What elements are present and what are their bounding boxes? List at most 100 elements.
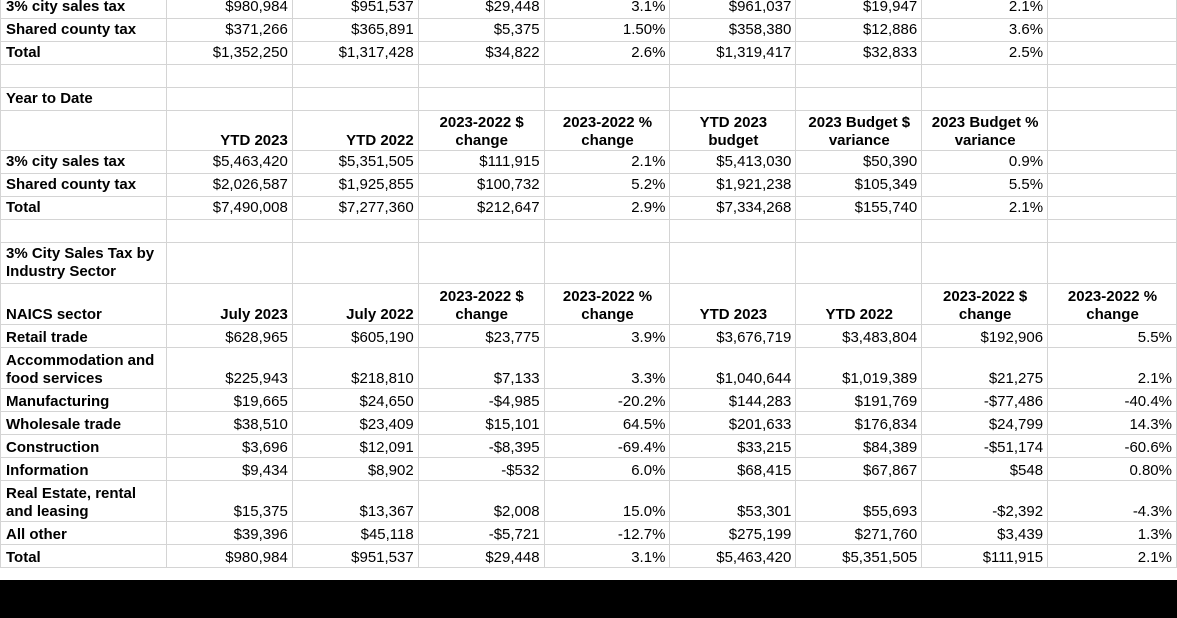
value-cell[interactable]: $15,101 — [417, 411, 545, 435]
value-cell[interactable]: 2.1% — [921, 196, 1049, 220]
value-cell[interactable]: $5,351,505 — [795, 544, 923, 568]
value-cell[interactable]: 2.5% — [921, 41, 1049, 65]
column-header[interactable]: 2023-2022 % change — [543, 283, 671, 325]
empty-cell[interactable] — [795, 242, 923, 284]
row-label[interactable]: Wholesale trade — [0, 411, 167, 435]
empty-cell[interactable] — [921, 64, 1049, 88]
value-cell[interactable]: $15,375 — [165, 480, 293, 522]
empty-cell[interactable] — [165, 242, 293, 284]
row-label[interactable]: All other — [0, 521, 167, 545]
value-cell[interactable]: 5.2% — [543, 173, 671, 197]
value-cell[interactable]: $12,091 — [291, 434, 419, 458]
value-cell[interactable]: $23,409 — [291, 411, 419, 435]
value-cell[interactable]: -4.3% — [1047, 480, 1177, 522]
value-cell[interactable]: $68,415 — [669, 457, 797, 481]
value-cell[interactable]: 5.5% — [921, 173, 1049, 197]
value-cell[interactable]: $38,510 — [165, 411, 293, 435]
empty-cell[interactable] — [1047, 242, 1177, 284]
value-cell[interactable]: 1.50% — [543, 18, 671, 42]
section-title[interactable]: Year to Date — [0, 87, 167, 111]
value-cell[interactable]: $12,886 — [795, 18, 923, 42]
column-header[interactable]: 2023-2022 % change — [543, 110, 671, 151]
value-cell[interactable]: $39,396 — [165, 521, 293, 545]
value-cell[interactable]: $21,275 — [921, 347, 1049, 389]
value-cell[interactable]: $192,906 — [921, 324, 1049, 348]
value-cell[interactable]: $7,133 — [417, 347, 545, 389]
value-cell[interactable]: -$8,395 — [417, 434, 545, 458]
empty-cell[interactable] — [0, 110, 167, 151]
value-cell[interactable]: $371,266 — [165, 18, 293, 42]
column-header[interactable]: YTD 2023 — [669, 283, 797, 325]
value-cell[interactable]: 0.9% — [921, 150, 1049, 174]
value-cell[interactable]: $1,019,389 — [795, 347, 923, 389]
value-cell[interactable]: $275,199 — [669, 521, 797, 545]
value-cell[interactable]: $67,867 — [795, 457, 923, 481]
empty-cell[interactable] — [291, 64, 419, 88]
value-cell[interactable]: $23,775 — [417, 324, 545, 348]
column-header[interactable]: NAICS sector — [0, 283, 167, 325]
value-cell[interactable]: $1,921,238 — [669, 173, 797, 197]
column-header[interactable]: YTD 2023 budget — [669, 110, 797, 151]
value-cell[interactable]: $961,037 — [669, 0, 797, 19]
value-cell[interactable]: 2.1% — [1047, 347, 1177, 389]
value-cell[interactable]: $1,040,644 — [669, 347, 797, 389]
value-cell[interactable]: $9,434 — [165, 457, 293, 481]
empty-cell[interactable] — [669, 242, 797, 284]
empty-cell[interactable] — [1047, 0, 1177, 19]
value-cell[interactable]: $365,891 — [291, 18, 419, 42]
row-label[interactable]: Retail trade — [0, 324, 167, 348]
column-header[interactable]: 2023-2022 $ change — [417, 283, 545, 325]
row-label[interactable]: Total — [0, 41, 167, 65]
column-header[interactable]: 2023 Budget % variance — [921, 110, 1049, 151]
empty-cell[interactable] — [1047, 150, 1177, 174]
value-cell[interactable]: $32,833 — [795, 41, 923, 65]
empty-cell[interactable] — [417, 87, 545, 111]
row-label[interactable]: Manufacturing — [0, 388, 167, 412]
empty-cell[interactable] — [669, 64, 797, 88]
empty-cell[interactable] — [921, 219, 1049, 243]
value-cell[interactable]: $50,390 — [795, 150, 923, 174]
value-cell[interactable]: $605,190 — [291, 324, 419, 348]
value-cell[interactable]: $100,732 — [417, 173, 545, 197]
empty-cell[interactable] — [291, 87, 419, 111]
value-cell[interactable]: $55,693 — [795, 480, 923, 522]
value-cell[interactable]: $5,375 — [417, 18, 545, 42]
empty-cell[interactable] — [165, 219, 293, 243]
value-cell[interactable]: $5,463,420 — [669, 544, 797, 568]
value-cell[interactable]: 5.5% — [1047, 324, 1177, 348]
empty-cell[interactable] — [0, 64, 167, 88]
value-cell[interactable]: -12.7% — [543, 521, 671, 545]
empty-cell[interactable] — [543, 64, 671, 88]
value-cell[interactable]: 6.0% — [543, 457, 671, 481]
empty-cell[interactable] — [795, 87, 923, 111]
value-cell[interactable]: $8,902 — [291, 457, 419, 481]
value-cell[interactable]: $53,301 — [669, 480, 797, 522]
value-cell[interactable]: $951,537 — [291, 544, 419, 568]
value-cell[interactable]: 3.1% — [543, 0, 671, 19]
empty-cell[interactable] — [1047, 173, 1177, 197]
value-cell[interactable]: -$532 — [417, 457, 545, 481]
value-cell[interactable]: $105,349 — [795, 173, 923, 197]
value-cell[interactable]: 0.80% — [1047, 457, 1177, 481]
row-label[interactable]: Real Estate, rental and leasing — [0, 480, 167, 522]
value-cell[interactable]: $218,810 — [291, 347, 419, 389]
value-cell[interactable]: 2.1% — [1047, 544, 1177, 568]
value-cell[interactable]: -69.4% — [543, 434, 671, 458]
column-header[interactable]: 2023 Budget $ variance — [795, 110, 923, 151]
column-header[interactable]: YTD 2023 — [165, 110, 293, 151]
value-cell[interactable]: $1,925,855 — [291, 173, 419, 197]
value-cell[interactable]: 14.3% — [1047, 411, 1177, 435]
column-header[interactable]: 2023-2022 $ change — [417, 110, 545, 151]
empty-cell[interactable] — [543, 242, 671, 284]
value-cell[interactable]: -$2,392 — [921, 480, 1049, 522]
value-cell[interactable]: $111,915 — [417, 150, 545, 174]
value-cell[interactable]: $358,380 — [669, 18, 797, 42]
column-header[interactable]: July 2023 — [165, 283, 293, 325]
value-cell[interactable]: $225,943 — [165, 347, 293, 389]
empty-cell[interactable] — [795, 64, 923, 88]
column-header[interactable]: July 2022 — [291, 283, 419, 325]
empty-cell[interactable] — [543, 219, 671, 243]
value-cell[interactable]: $155,740 — [795, 196, 923, 220]
value-cell[interactable]: $628,965 — [165, 324, 293, 348]
value-cell[interactable]: 15.0% — [543, 480, 671, 522]
